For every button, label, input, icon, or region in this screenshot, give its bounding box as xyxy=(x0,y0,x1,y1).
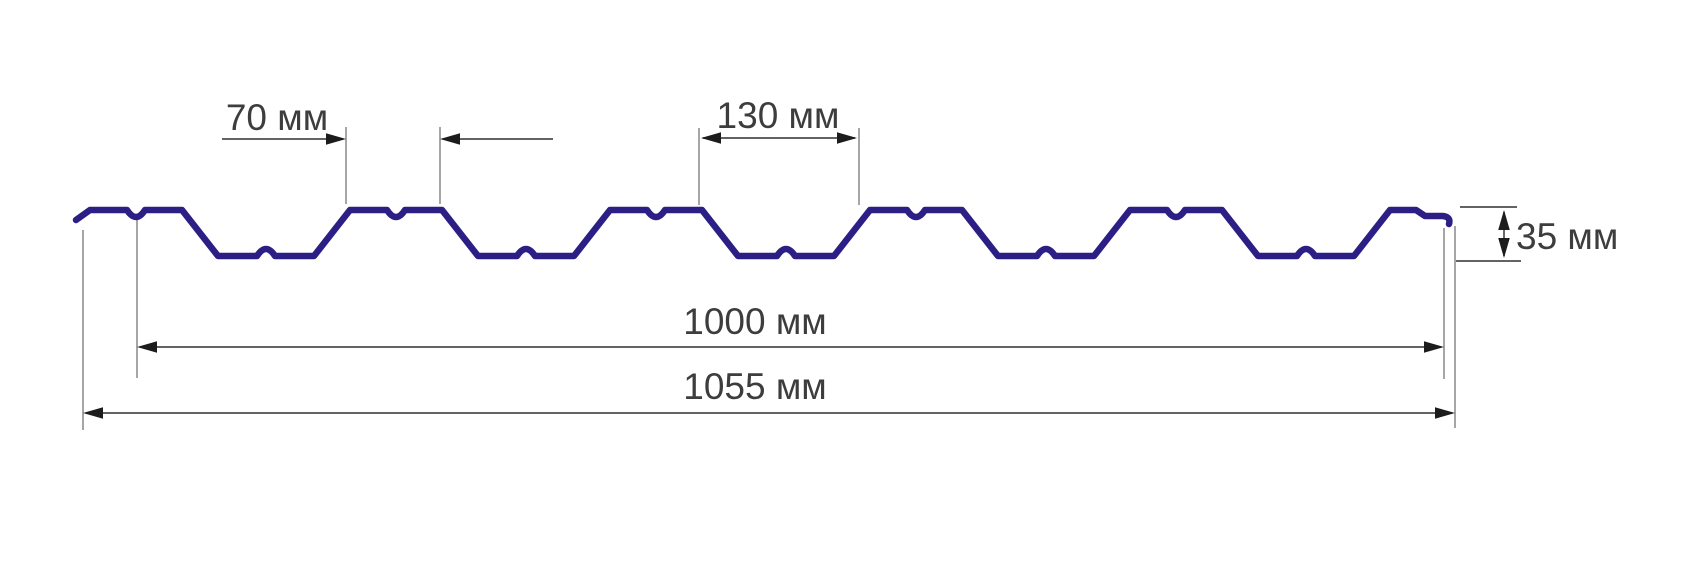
arrowhead-right xyxy=(1435,407,1455,419)
label-crest-top-width: 70 мм xyxy=(226,97,328,138)
dimension-labels: 70 мм 130 мм 35 мм 1000 мм 1055 мм xyxy=(226,95,1618,407)
label-overall-width: 1055 мм xyxy=(683,366,826,407)
sheet-cross-section-outline xyxy=(72,206,1453,260)
arrowhead-right xyxy=(326,133,346,145)
arrowhead-left xyxy=(137,341,157,353)
arrowhead-left xyxy=(701,132,721,144)
label-rib-spacing: 130 мм xyxy=(717,95,840,136)
arrowhead-down xyxy=(1498,238,1510,258)
arrowhead-up xyxy=(1498,210,1510,230)
extension-lines xyxy=(82,127,1456,430)
dimension-arrowheads xyxy=(83,132,1510,419)
arrowhead-right xyxy=(1424,341,1444,353)
arrowhead-left xyxy=(83,407,103,419)
label-profile-height: 35 мм xyxy=(1516,216,1618,257)
arrowhead-right xyxy=(837,132,857,144)
arrowhead-left xyxy=(440,133,460,145)
label-working-width: 1000 мм xyxy=(683,301,826,342)
